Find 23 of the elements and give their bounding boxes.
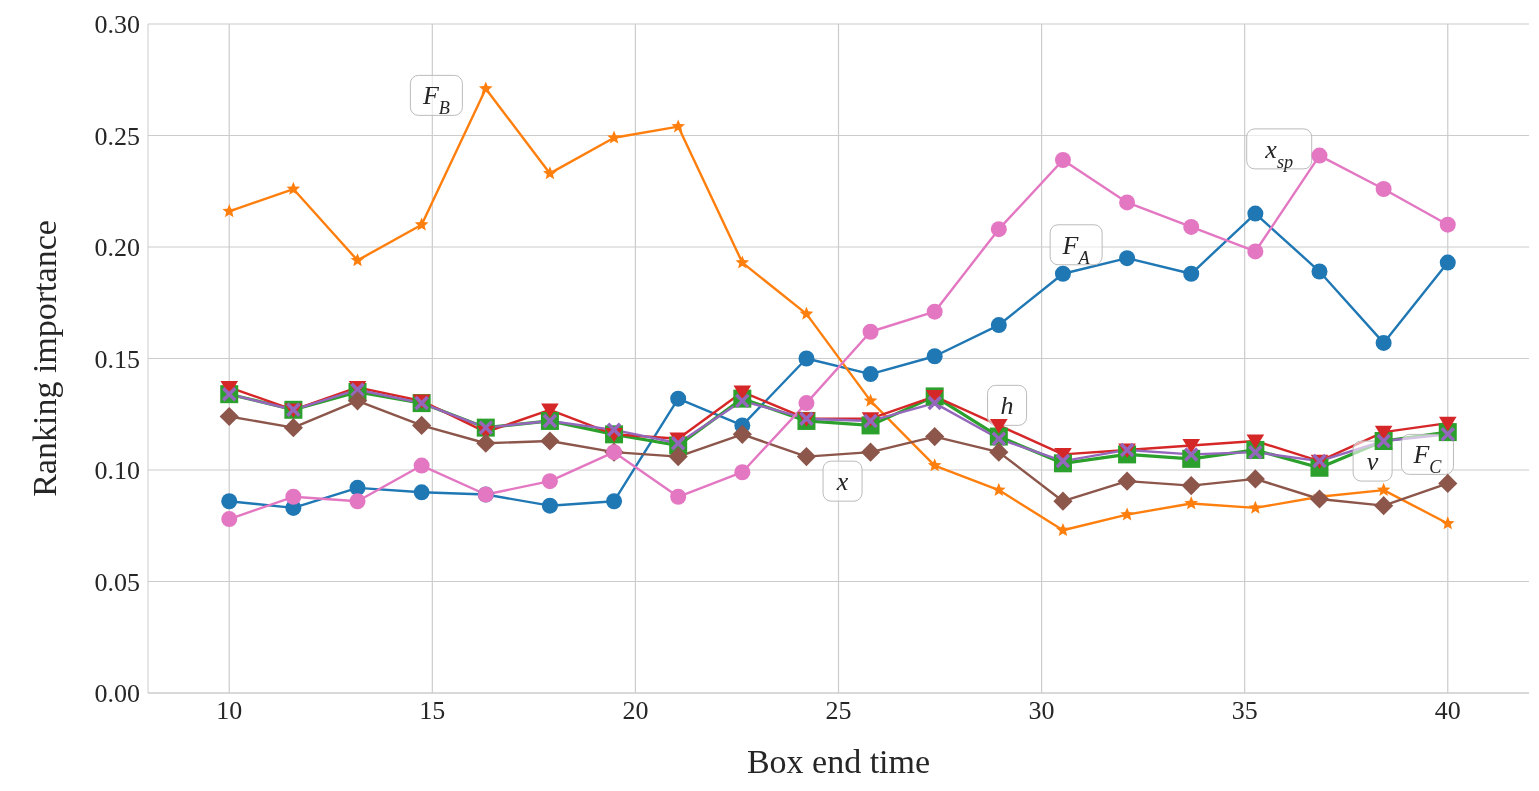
x-tick-label: 15 (419, 696, 446, 726)
x-tick-label: 20 (622, 696, 649, 726)
y-tick-label: 0.25 (94, 121, 140, 151)
annotation: x$_{sp}$ (1264, 134, 1294, 172)
y-tick-label: 0.15 (94, 344, 140, 374)
annotation: F$_{A}$ (1061, 230, 1091, 268)
annotation: x (835, 467, 849, 497)
annotation: F$_{C}$ (1412, 440, 1443, 478)
y-tick-label: 0.05 (94, 567, 140, 597)
y-tick-label: 0.30 (94, 10, 140, 40)
y-tick-label: 0.00 (94, 679, 140, 709)
annotation: h (1000, 391, 1014, 421)
y-axis-title: Ranking importance (26, 220, 64, 497)
x-tick-label: 30 (1028, 696, 1055, 726)
annotation: v (1366, 447, 1379, 477)
x-axis-title: Box end time (746, 743, 931, 780)
annotation: F$_{B}$ (421, 81, 450, 119)
x-tick-label: 25 (825, 696, 852, 726)
x-tick-label: 10 (216, 696, 243, 726)
x-tick-label: 40 (1434, 696, 1461, 726)
y-tick-label: 0.10 (94, 456, 140, 486)
y-tick-label: 0.20 (94, 233, 140, 263)
x-tick-label: 35 (1231, 696, 1258, 726)
